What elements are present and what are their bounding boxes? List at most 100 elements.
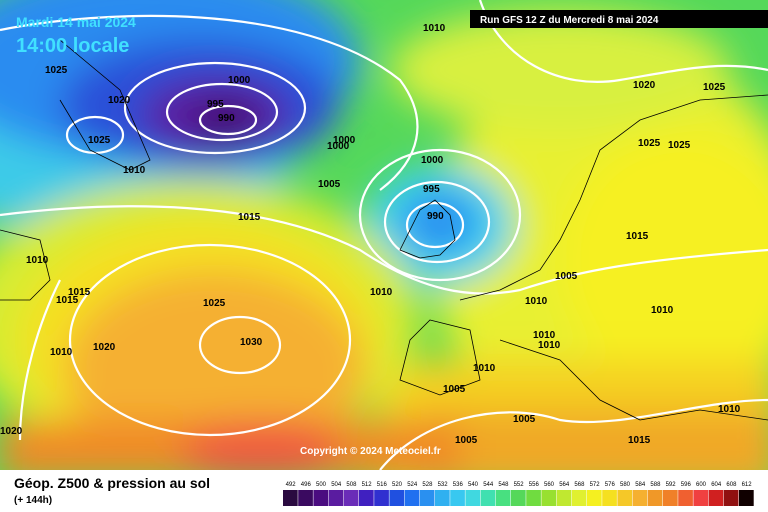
scale-label: 544 (483, 482, 494, 488)
scale-label: 528 (422, 482, 433, 488)
scale-swatch (283, 490, 298, 506)
scale-swatch (739, 490, 754, 506)
scale-label: 532 (438, 482, 449, 488)
scale-label: 584 (635, 482, 646, 488)
isobar-label: 1015 (238, 212, 261, 223)
isobar-label: 990 (218, 113, 235, 124)
isobar-label: 1015 (626, 231, 649, 242)
isobar-label: 1010 (718, 404, 741, 415)
isobar-label: 1015 (628, 435, 651, 446)
isobar-label: 1020 (633, 80, 656, 91)
isobar-label: 1010 (525, 296, 548, 307)
scale-swatch (587, 490, 602, 506)
scale-label: 592 (666, 482, 677, 488)
scale-label: 536 (453, 482, 464, 488)
scale-label: 600 (696, 482, 707, 488)
scale-label: 576 (605, 482, 616, 488)
scale-swatch (693, 490, 709, 506)
isobar-label: 1000 (327, 141, 350, 152)
scale-swatch (617, 490, 633, 506)
color-scale: 492 496 500 504 508 512 516 520 524 528 532 536 540 5… (283, 482, 754, 506)
scale-label: 572 (590, 482, 601, 488)
run-info: Run GFS 12 Z du Mercredi 8 mai 2024 (480, 15, 659, 26)
scale-swatch (450, 490, 465, 506)
isobar-label: 1015 (56, 295, 79, 306)
isobar-label: 995 (423, 184, 440, 195)
isobar-label: 1025 (45, 65, 68, 76)
isobar-label: 1025 (203, 298, 226, 309)
scale-swatch (298, 490, 313, 506)
scale-label: 496 (301, 482, 312, 488)
scale-label: 524 (407, 482, 418, 488)
isobar-labels: 1025102010251010100099599010001000101010… (0, 23, 741, 446)
scale-label: 596 (681, 482, 692, 488)
isobar-label: 1010 (538, 340, 561, 351)
scale-label: 552 (514, 482, 525, 488)
isobar-label: 1010 (423, 23, 446, 34)
isobar-label: 1010 (370, 287, 393, 298)
scale-label: 508 (346, 482, 357, 488)
scale-label: 556 (529, 482, 540, 488)
scale-swatch (511, 490, 526, 506)
isobar-label: 1010 (123, 165, 146, 176)
isobar-label: 1005 (443, 384, 466, 395)
run-banner (470, 10, 768, 28)
scale-label: 612 (742, 482, 753, 488)
scale-label: 540 (468, 482, 479, 488)
scale-swatch (389, 490, 405, 506)
map-date: Mardi 14 mai 2024 (16, 14, 136, 30)
scale-label: 516 (377, 482, 388, 488)
footer-lead: (+ 144h) (14, 495, 52, 506)
scale-swatch (480, 490, 496, 506)
scale-swatch (541, 490, 557, 506)
scale-swatch (632, 490, 648, 506)
scale-label: 492 (286, 482, 297, 488)
copyright: Copyright © 2024 Meteociel.fr (300, 446, 441, 457)
isobar-label: 1005 (455, 435, 478, 446)
isobar-label: 1025 (88, 135, 111, 146)
isobar-label: 1025 (638, 138, 661, 149)
isobar-label: 1030 (240, 337, 263, 348)
isobar-label: 1005 (318, 179, 341, 190)
scale-swatch (343, 490, 359, 506)
isobar-label: 1000 (421, 155, 444, 166)
footer-title: Géop. Z500 & pression au sol (14, 475, 210, 491)
scale-label: 512 (362, 482, 373, 488)
isobar-label: 1025 (703, 82, 726, 93)
isobar-label: 1010 (651, 305, 674, 316)
scale-swatch (495, 490, 511, 506)
scale-swatch (663, 490, 678, 506)
scale-swatch (404, 490, 420, 506)
scale-swatch (708, 490, 724, 506)
scale-label: 520 (392, 482, 403, 488)
isobar-label: 1000 (333, 135, 356, 146)
scale-swatch (313, 490, 329, 506)
scale-swatch (723, 490, 739, 506)
scale-swatch (647, 490, 663, 506)
isobar-label: 990 (427, 211, 444, 222)
scale-label: 548 (498, 482, 509, 488)
scale-label: 568 (574, 482, 585, 488)
scale-swatch (678, 490, 693, 506)
scale-label: 608 (726, 482, 737, 488)
isobar-label: 1000 (228, 75, 251, 86)
scale-swatch (602, 490, 617, 506)
isobar-label: 1010 (26, 255, 49, 266)
scale-label: 588 (650, 482, 661, 488)
isobar-label: 1020 (0, 426, 23, 437)
scale-swatch (571, 490, 587, 506)
scale-label: 580 (620, 482, 631, 488)
isobar-label: 1020 (93, 342, 116, 353)
map-time: 14:00 locale (16, 35, 129, 57)
scale-label: 604 (711, 482, 722, 488)
field (0, 0, 768, 470)
isobar-label: 1020 (108, 95, 131, 106)
scale-swatch (556, 490, 572, 506)
isobar-lines (0, 0, 768, 470)
scale-label: 500 (316, 482, 327, 488)
isobar-label: 1025 (668, 140, 691, 151)
isobar-label: 1010 (50, 347, 73, 358)
coastlines (0, 39, 768, 421)
isobar-label: 1015 (68, 287, 91, 298)
